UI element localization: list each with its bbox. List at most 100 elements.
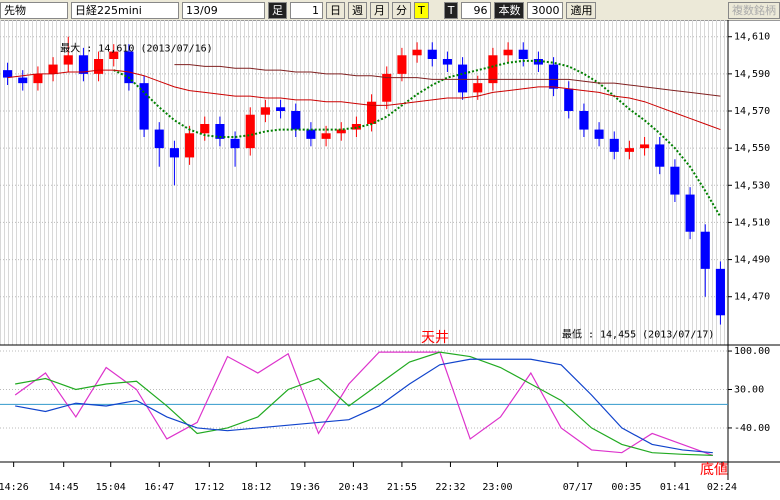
candle-body [624, 148, 634, 152]
indicator-line [15, 351, 713, 457]
candle-body [473, 83, 483, 93]
indicator-line [7, 69, 721, 131]
x-tick-label: 18:12 [241, 482, 271, 493]
x-tick-label: 22:32 [435, 482, 465, 493]
bar-count[interactable]: 1 [290, 1, 323, 19]
candle-body [215, 124, 225, 139]
y-tick-label: -40.00 [734, 423, 770, 434]
candle-body [3, 70, 13, 78]
candle-body [670, 166, 680, 195]
toolbar: 先物 日経225mini 13/09 足 1 日 週 月 分 T T 96 本数… [0, 0, 780, 21]
count-input[interactable]: 96 [461, 1, 492, 19]
x-tick-label: 23:00 [482, 482, 512, 493]
candle-body [321, 133, 331, 139]
y-tick-label: 100.00 [734, 346, 770, 357]
min-annotation: 最低 : 14,455 (2013/07/17) [562, 328, 714, 341]
candle-body [442, 59, 452, 65]
y-tick-label: 14,470 [734, 292, 770, 303]
minute-button[interactable]: 分 [392, 1, 411, 19]
month-button[interactable]: 月 [370, 1, 389, 19]
candle-body [458, 64, 468, 93]
candle-body [518, 49, 528, 59]
candle-body [427, 49, 437, 59]
candle-body [276, 107, 286, 111]
x-tick-label: 19:36 [290, 482, 320, 493]
max-annotation: 最大 : 14,610 (2013/07/16) [60, 42, 212, 55]
candle-body [94, 59, 104, 74]
y-tick-label: 14,550 [734, 143, 770, 154]
candle-body [715, 268, 725, 316]
chart: 14,610 14,590 14,570 14,550 14,530 14,510 14,4… [0, 20, 780, 493]
candle-body [700, 231, 710, 269]
candle-body [124, 51, 134, 84]
symbol-select[interactable]: 日経225mini [71, 1, 179, 19]
x-tick-label: 14:45 [49, 482, 79, 493]
candle-body [109, 51, 119, 59]
y-tick-label: 30.00 [734, 384, 764, 395]
x-tick-label: 17:12 [194, 482, 224, 493]
candle-body [230, 138, 240, 149]
candle-body [48, 64, 58, 74]
total-input[interactable]: 3000 [527, 1, 564, 19]
candle-body [351, 124, 361, 130]
candle-body [169, 148, 179, 158]
x-tick-label: 21:55 [387, 482, 417, 493]
candle-body [412, 49, 422, 56]
indicator-line [14, 351, 714, 456]
bar-label: 足 [268, 1, 287, 19]
x-tick-label: 14:26 [0, 482, 29, 493]
candle-body [503, 49, 513, 56]
y-tick-label: 14,530 [734, 180, 770, 191]
x-tick-label: 07/17 [563, 482, 593, 493]
candle-body [63, 55, 73, 65]
candle-body [336, 129, 346, 134]
candle-body [533, 59, 543, 65]
week-button[interactable]: 週 [348, 1, 367, 19]
candle-body [139, 83, 149, 130]
multi-button[interactable]: 複数銘柄 [728, 1, 780, 19]
candle-body [367, 101, 377, 124]
tick-label: T [443, 1, 459, 19]
candle-body [260, 107, 270, 115]
candle-body [291, 111, 301, 130]
candle-body [33, 73, 43, 84]
x-tick-label: 01:41 [660, 482, 690, 493]
candle-body [609, 138, 619, 152]
candle-body [488, 55, 498, 84]
x-tick-label: 00:35 [611, 482, 641, 493]
x-tick-label: 16:47 [144, 482, 174, 493]
y-tick-label: 14,490 [734, 255, 770, 266]
y-tick-label: 14,570 [734, 106, 770, 117]
candle-body [549, 64, 559, 89]
y-tick-label: 14,590 [734, 69, 770, 80]
y-tick-label: 14,510 [734, 217, 770, 228]
candle-body [245, 114, 255, 149]
candle-body [579, 111, 589, 130]
tick-button[interactable]: T [414, 1, 429, 19]
candle-body [200, 124, 210, 134]
market-select[interactable]: 先物 [0, 1, 68, 19]
x-tick-label: 02:24 [707, 482, 737, 493]
candle-body [640, 144, 650, 149]
indicator-line [15, 358, 713, 454]
apply-button[interactable]: 適用 [566, 1, 597, 19]
y-tick-label: 14,610 [734, 32, 770, 43]
candle-body [154, 129, 164, 149]
count-label: 本数 [494, 1, 525, 19]
day-button[interactable]: 日 [326, 1, 345, 19]
candle-body [382, 73, 392, 102]
contract-select[interactable]: 13/09 [182, 1, 265, 19]
candle-body [78, 55, 88, 74]
candle-body [185, 133, 195, 158]
x-tick-label: 15:04 [96, 482, 126, 493]
candle-body [685, 194, 695, 232]
indicator-line [174, 64, 721, 97]
candle-body [655, 144, 665, 167]
top-annotation: 天井 [421, 330, 449, 346]
candle-body [397, 55, 407, 74]
candle-body [306, 129, 316, 139]
candle-body [564, 88, 574, 111]
x-tick-label: 20:43 [338, 482, 368, 493]
bottom-annotation: 底値 [700, 462, 728, 478]
